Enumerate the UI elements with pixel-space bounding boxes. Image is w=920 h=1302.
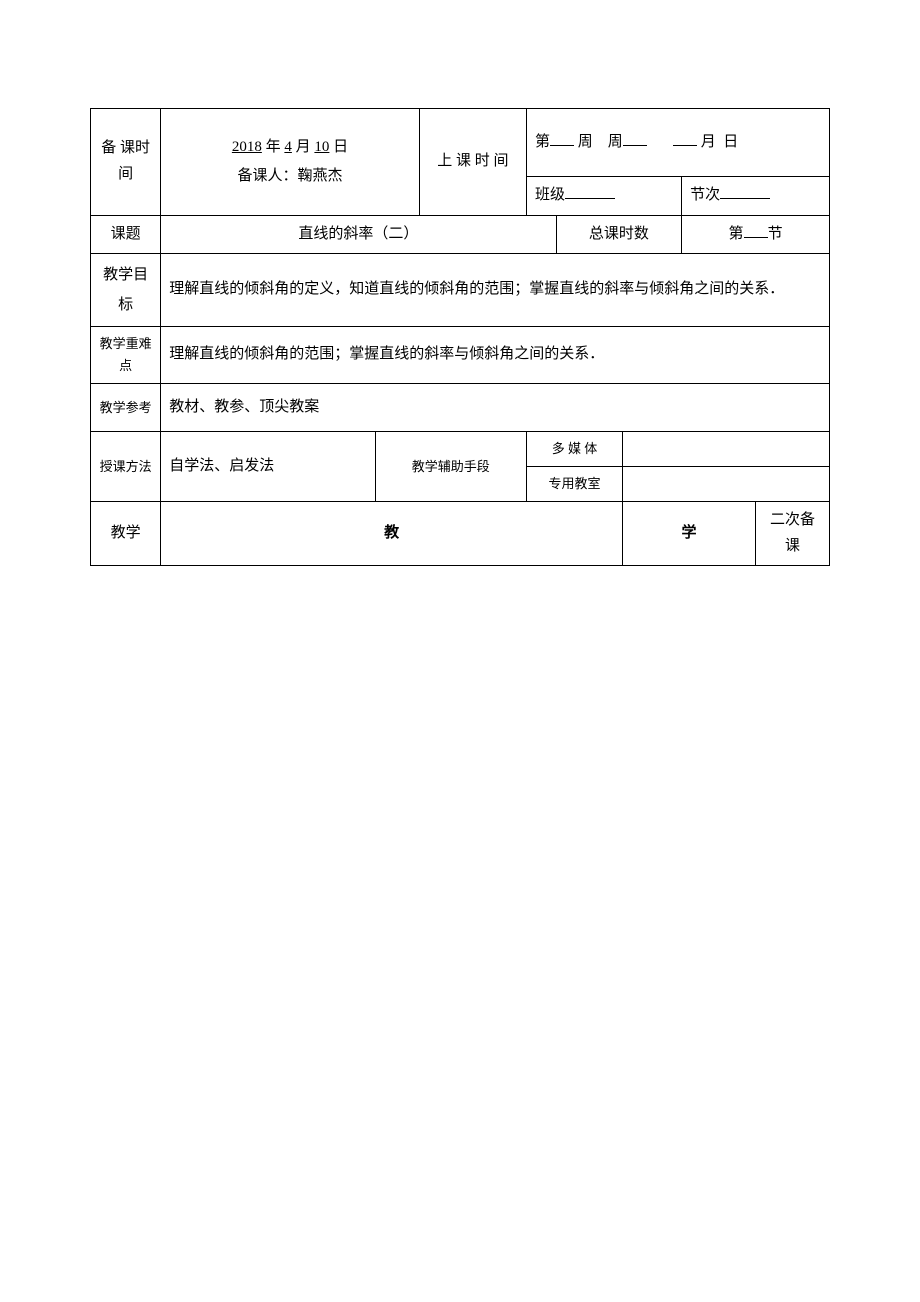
label-total-text: 总课时数 bbox=[589, 226, 649, 242]
label-topic: 课题 bbox=[91, 215, 161, 254]
label-teach-text: 教 bbox=[384, 525, 399, 541]
sched-month-suffix: 月 bbox=[701, 134, 716, 150]
label-learn-text: 学 bbox=[682, 525, 697, 541]
section-label: 节次 bbox=[690, 187, 720, 203]
label-aid-text: 教学辅助手段 bbox=[412, 459, 490, 474]
prep-day: 10 bbox=[314, 139, 329, 155]
classroom-value[interactable] bbox=[623, 467, 830, 502]
label-objective: 教学目标 bbox=[91, 254, 161, 327]
label-topic-text: 课题 bbox=[111, 226, 141, 242]
row-topic: 课题 直线的斜率（二） 总课时数 第节 bbox=[91, 215, 830, 254]
blank-week-num[interactable] bbox=[550, 131, 574, 146]
label-teaching: 教学 bbox=[91, 502, 161, 566]
prep-date-cell: 2018 年 4 月 10 日 备课人：鞠燕杰 bbox=[161, 109, 420, 216]
lesson-plan-table: 备 课时 间 2018 年 4 月 10 日 备课人：鞠燕杰 上 课 时 间 第… bbox=[90, 108, 830, 566]
preparer-label: 备课人： bbox=[238, 168, 298, 184]
label-class-time-text: 上 课 时 间 bbox=[437, 153, 508, 169]
sched-prefix: 第 bbox=[535, 134, 550, 150]
blank-class[interactable] bbox=[565, 184, 615, 199]
label-multimedia-text: 多 媒 体 bbox=[552, 441, 598, 456]
preparer-name: 鞠燕杰 bbox=[298, 168, 343, 184]
row-objective: 教学目标 理解直线的倾斜角的定义，知道直线的倾斜角的范围；掌握直线的斜率与倾斜角… bbox=[91, 254, 830, 327]
label-total-lessons: 总课时数 bbox=[556, 215, 682, 254]
label-teach: 教 bbox=[161, 502, 623, 566]
method-text: 自学法、启发法 bbox=[169, 458, 274, 474]
label-keypoint-text: 教学重难点 bbox=[100, 336, 152, 373]
topic-value: 直线的斜率（二） bbox=[298, 226, 418, 242]
row-prep-time: 备 课时 间 2018 年 4 月 10 日 备课人：鞠燕杰 上 课 时 间 第… bbox=[91, 109, 830, 177]
day-suffix: 日 bbox=[333, 139, 348, 155]
blank-month[interactable] bbox=[673, 131, 697, 146]
section-cell: 节次 bbox=[682, 177, 830, 216]
label-learn: 学 bbox=[623, 502, 756, 566]
section-suffix: 节 bbox=[768, 226, 783, 242]
prep-month: 4 bbox=[284, 139, 292, 155]
label-aid: 教学辅助手段 bbox=[375, 432, 526, 502]
label-second-prep-text: 二次备课 bbox=[770, 512, 815, 554]
label-keypoint: 教学重难点 bbox=[91, 327, 161, 384]
blank-weekday[interactable] bbox=[623, 131, 647, 146]
prep-year: 2018 bbox=[232, 139, 262, 155]
topic-cell: 直线的斜率（二） bbox=[161, 215, 556, 254]
label-multimedia: 多 媒 体 bbox=[526, 432, 622, 467]
blank-section[interactable] bbox=[720, 184, 770, 199]
label-classroom: 专用教室 bbox=[526, 467, 622, 502]
label-method: 授课方法 bbox=[91, 432, 161, 502]
label-reference-text: 教学参考 bbox=[100, 400, 152, 415]
row-method-1: 授课方法 自学法、启发法 教学辅助手段 多 媒 体 bbox=[91, 432, 830, 467]
row-reference: 教学参考 教材、教参、顶尖教案 bbox=[91, 384, 830, 432]
sched-week: 周 bbox=[578, 134, 593, 150]
label-prep-time-text: 备 课时 间 bbox=[101, 140, 150, 182]
lesson-number-cell: 第节 bbox=[682, 215, 830, 254]
keypoint-cell: 理解直线的倾斜角的范围；掌握直线的斜率与倾斜角之间的关系． bbox=[161, 327, 830, 384]
month-suffix: 月 bbox=[296, 139, 311, 155]
reference-text: 教材、教参、顶尖教案 bbox=[169, 399, 319, 415]
row-keypoint: 教学重难点 理解直线的倾斜角的范围；掌握直线的斜率与倾斜角之间的关系． bbox=[91, 327, 830, 384]
section-prefix: 第 bbox=[729, 226, 744, 242]
label-method-text: 授课方法 bbox=[100, 459, 152, 474]
method-cell: 自学法、启发法 bbox=[161, 432, 375, 502]
class-cell: 班级 bbox=[526, 177, 681, 216]
label-classroom-text: 专用教室 bbox=[549, 476, 601, 491]
keypoint-text: 理解直线的倾斜角的范围；掌握直线的斜率与倾斜角之间的关系． bbox=[169, 346, 604, 362]
label-class-time: 上 课 时 间 bbox=[419, 109, 526, 216]
blank-lesson-num[interactable] bbox=[744, 223, 768, 238]
schedule-cell-top: 第 周 周 月 日 bbox=[526, 109, 829, 177]
label-reference: 教学参考 bbox=[91, 384, 161, 432]
objective-text: 理解直线的倾斜角的定义，知道直线的倾斜角的范围；掌握直线的斜率与倾斜角之间的关系… bbox=[169, 281, 784, 297]
sched-day-suffix: 日 bbox=[723, 134, 738, 150]
label-prep-time: 备 课时 间 bbox=[91, 109, 161, 216]
multimedia-value[interactable] bbox=[623, 432, 830, 467]
label-objective-text: 教学目标 bbox=[103, 267, 148, 313]
row-teaching-header: 教学 教 学 二次备课 bbox=[91, 502, 830, 566]
label-teaching-text: 教学 bbox=[111, 525, 141, 541]
sched-weekday-prefix: 周 bbox=[608, 134, 623, 150]
reference-cell: 教材、教参、顶尖教案 bbox=[161, 384, 830, 432]
label-second-prep: 二次备课 bbox=[756, 502, 830, 566]
objective-cell: 理解直线的倾斜角的定义，知道直线的倾斜角的范围；掌握直线的斜率与倾斜角之间的关系… bbox=[161, 254, 830, 327]
year-suffix: 年 bbox=[266, 139, 281, 155]
class-label: 班级 bbox=[535, 187, 565, 203]
